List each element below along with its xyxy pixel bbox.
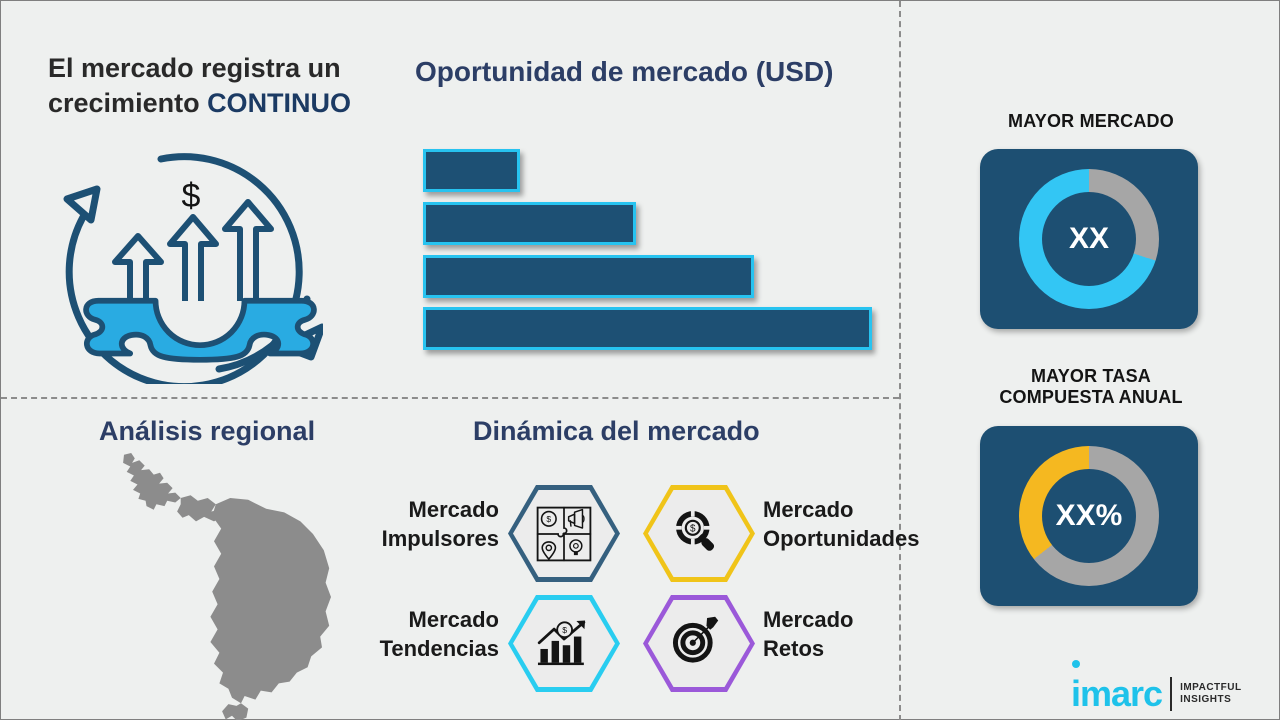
svg-text:$: $ bbox=[562, 624, 567, 634]
svg-text:$: $ bbox=[546, 514, 551, 524]
svg-text:$: $ bbox=[182, 177, 201, 215]
svg-text:$: $ bbox=[690, 523, 696, 534]
